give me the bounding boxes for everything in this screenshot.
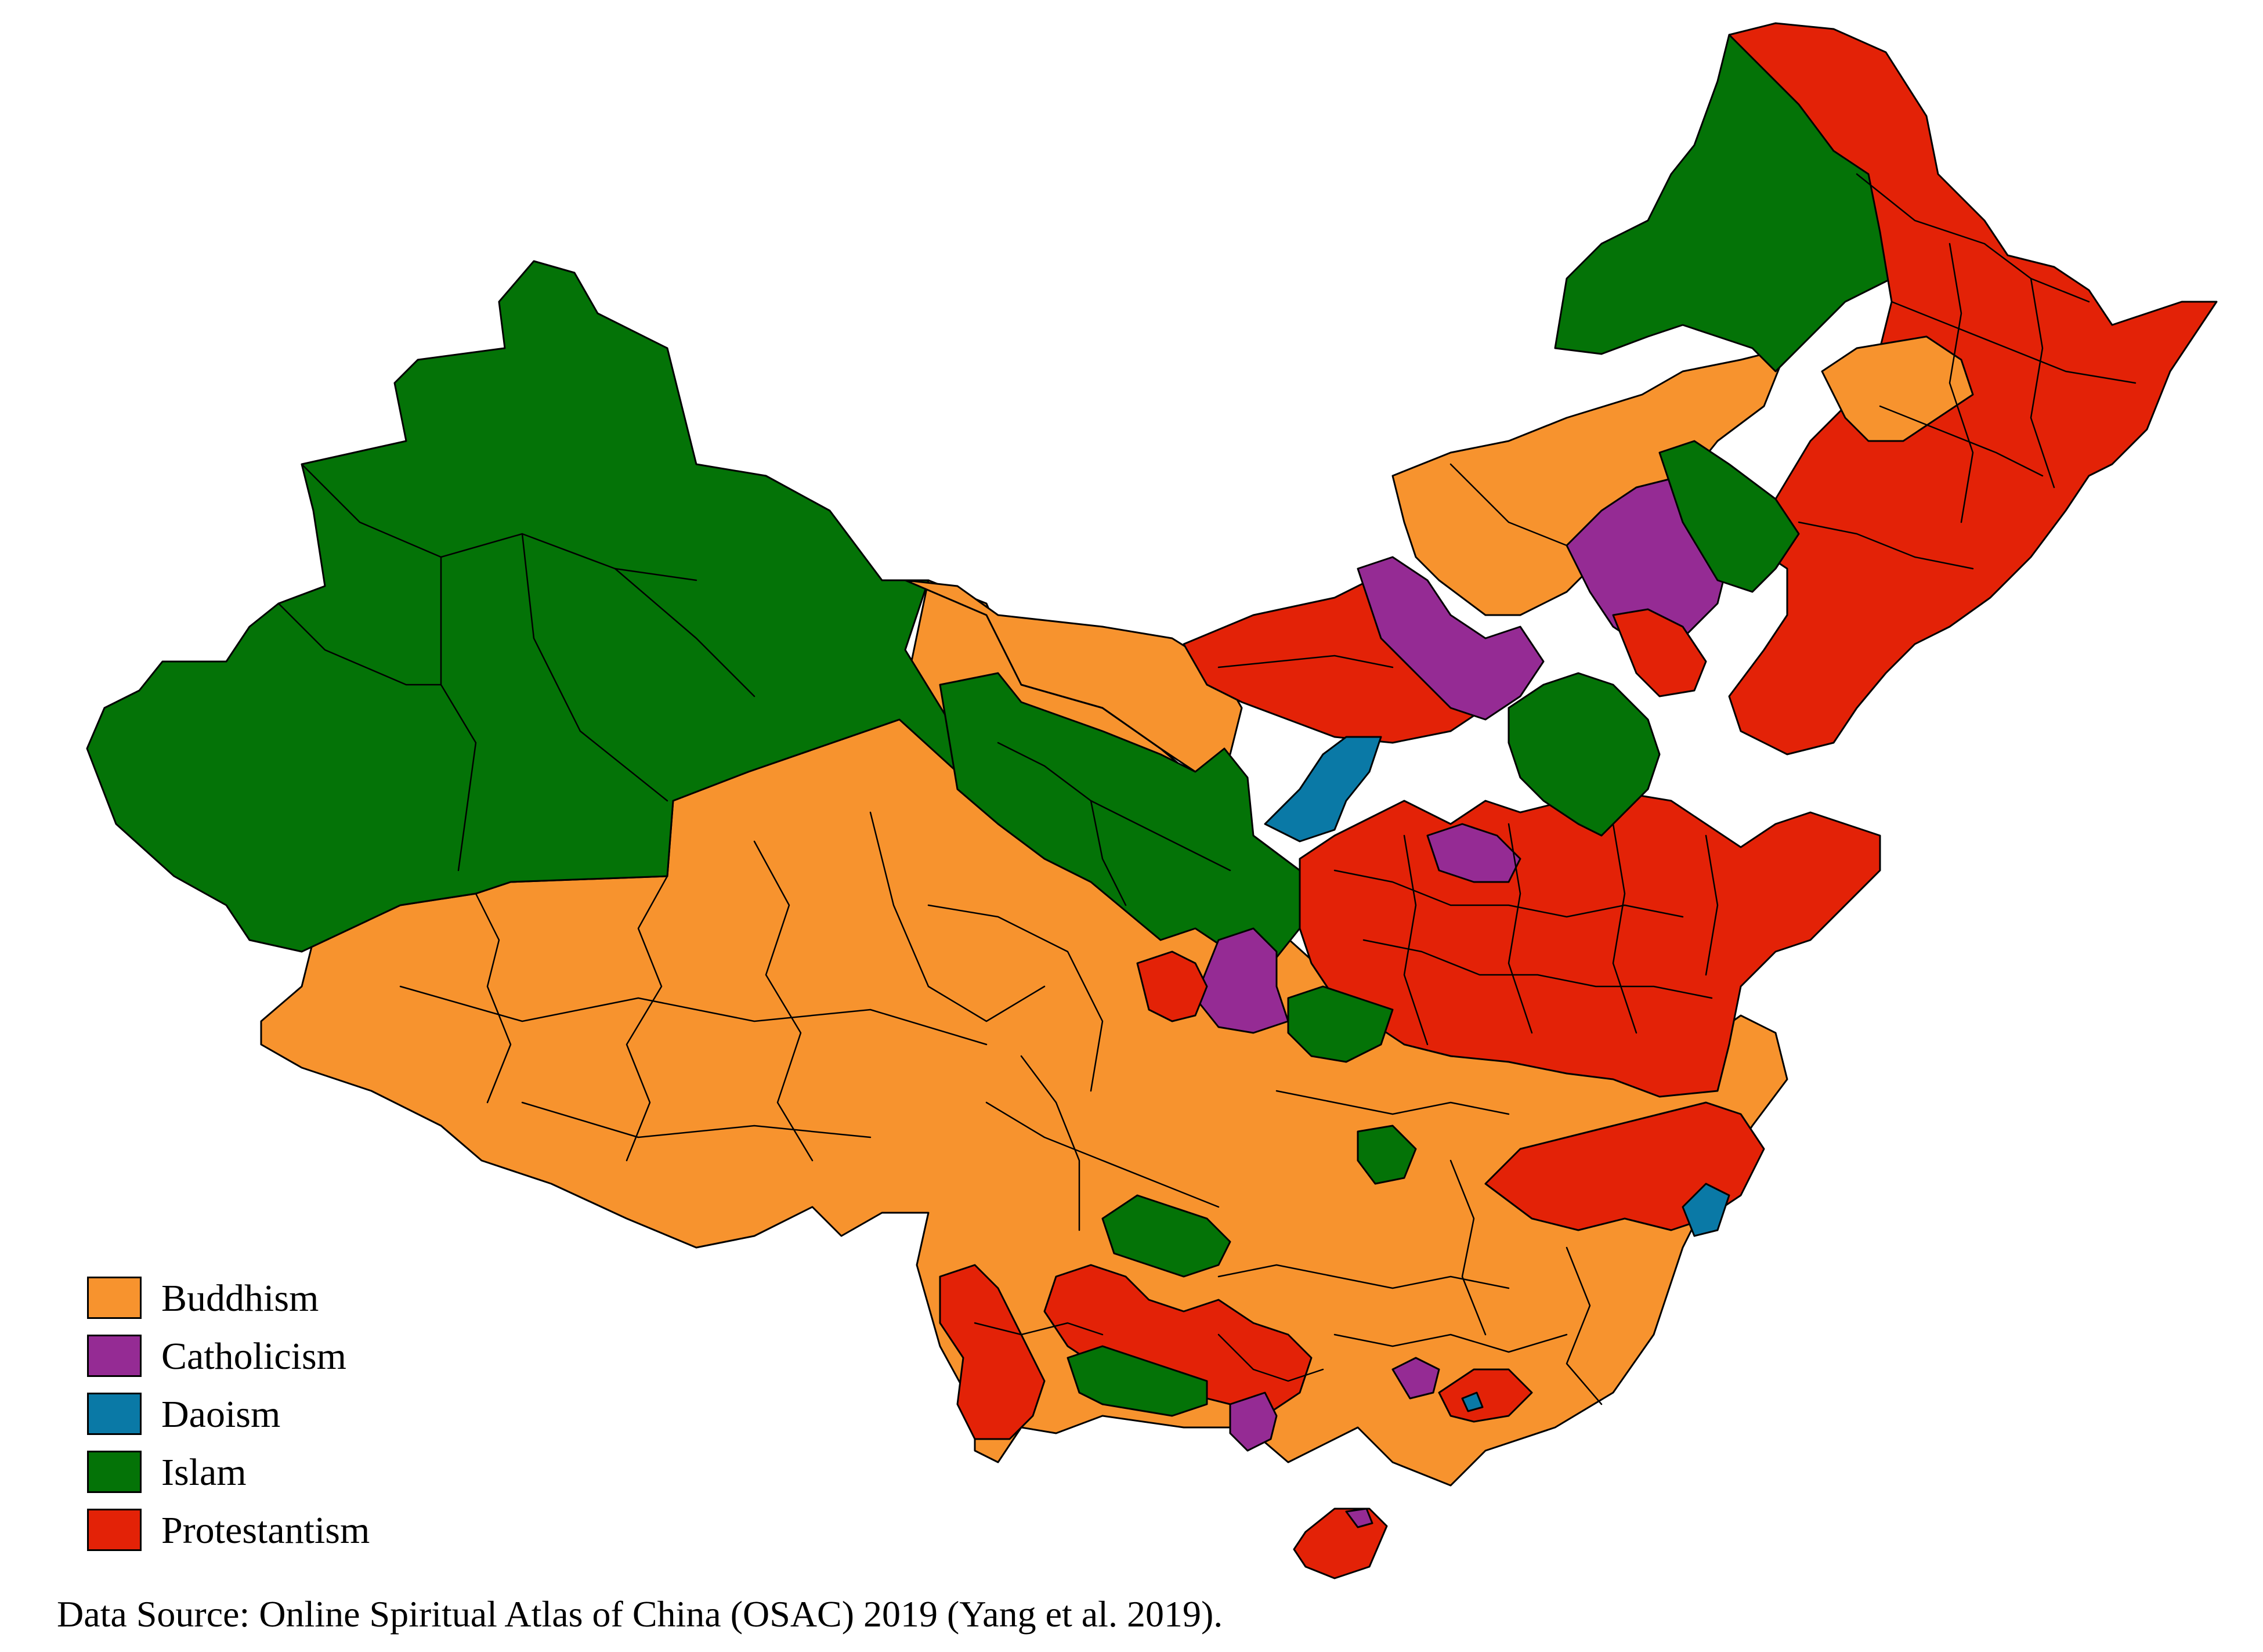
boundary-guangxi-1 <box>1217 1333 1324 1382</box>
legend-item-buddhism: Buddhism <box>87 1272 493 1330</box>
legend-swatch-protestantism <box>87 1509 142 1551</box>
legend-item-daoism: Daoism <box>87 1388 493 1446</box>
boundary-im-2 <box>1449 463 1568 547</box>
boundary-qinghai-1 <box>869 811 1046 1022</box>
boundary-sichuan-1 <box>985 1101 1220 1208</box>
legend-label-daoism: Daoism <box>161 1393 281 1436</box>
region-islam-guizhou <box>1101 1194 1231 1278</box>
region-daoism-zhejiang <box>1682 1183 1730 1237</box>
legend-swatch-buddhism <box>87 1277 142 1319</box>
boundary-ne-1 <box>1856 173 2090 303</box>
boundary-north-2 <box>1362 939 1713 999</box>
region-catholicism-hainan <box>1345 1508 1373 1528</box>
legend-label-catholicism: Catholicism <box>161 1335 346 1378</box>
legend-item-catholicism: Catholicism <box>87 1330 493 1388</box>
legend-swatch-catholicism <box>87 1335 142 1377</box>
map-legend: Buddhism Catholicism Daoism Islam Protes… <box>87 1272 493 1562</box>
region-buddhism-gansu <box>904 579 1243 773</box>
region-catholicism-hebei <box>1426 823 1521 883</box>
region-protestantism-guangdong <box>1438 1368 1533 1423</box>
boundary-ne-3 <box>1879 405 2044 477</box>
boundary-gansu-1 <box>997 742 1231 872</box>
boundary-xinjiang-2 <box>440 556 477 872</box>
boundary-tibet-5 <box>521 1101 872 1138</box>
region-islam-hanzhong <box>1287 985 1394 1063</box>
boundary-ne-2 <box>1890 301 2137 384</box>
boundary-ne-5 <box>1949 243 1974 523</box>
boundary-ne-6 <box>2030 277 2055 489</box>
region-islam-xinjiang <box>86 260 964 953</box>
boundary-yunnan-1 <box>974 1322 1104 1336</box>
region-buddhism-jilin <box>1821 335 1974 442</box>
legend-item-islam: Islam <box>87 1446 493 1504</box>
boundary-north-5 <box>1612 823 1637 1034</box>
boundary-xinjiang-3 <box>521 533 668 802</box>
region-protestantism-xilingol <box>1612 608 1707 697</box>
boundary-tibet-2 <box>626 875 668 1162</box>
region-protestantism-yunnan <box>939 1264 1046 1440</box>
legend-swatch-islam <box>87 1451 142 1493</box>
boundary-jiangxi-1 <box>1449 1159 1487 1336</box>
boundary-guangdong-1 <box>1333 1333 1568 1353</box>
boundary-tibet-3 <box>753 840 814 1162</box>
boundary-xinjiang-1 <box>301 463 697 581</box>
boundary-tibet-4 <box>399 985 988 1046</box>
boundary-qinghai-2 <box>927 904 1104 1092</box>
legend-item-protestantism: Protestantism <box>87 1504 493 1562</box>
region-daoism-ordos <box>1264 736 1382 843</box>
region-protestantism-hainan <box>1293 1508 1388 1579</box>
boundary-fujian-1 <box>1566 1246 1603 1405</box>
legend-label-islam: Islam <box>161 1451 247 1494</box>
legend-swatch-daoism <box>87 1393 142 1435</box>
region-islam-tongliao <box>1658 440 1800 593</box>
region-islam-hunan <box>1357 1125 1417 1185</box>
boundary-sichuan-2 <box>1020 1055 1080 1231</box>
data-source-note: Data Source: Online Spiritual Atlas of C… <box>57 1593 1223 1635</box>
boundary-gansu-2 <box>1090 800 1127 906</box>
boundary-ne-4 <box>1798 521 1974 570</box>
region-protestantism-tianshui <box>1136 950 1208 1022</box>
boundary-hunan-1 <box>1217 1264 1510 1289</box>
region-islam-hebei <box>1508 672 1661 837</box>
boundary-xinjiang-5 <box>614 567 755 697</box>
boundary-im-1 <box>1217 655 1394 668</box>
boundary-north-1 <box>1333 869 1684 918</box>
boundary-north-4 <box>1508 823 1533 1034</box>
boundary-xinjiang-4 <box>277 602 442 686</box>
region-catholicism-guangxi <box>1229 1391 1278 1452</box>
boundary-tibet-1 <box>475 892 512 1104</box>
legend-label-buddhism: Buddhism <box>161 1277 319 1320</box>
boundary-north-6 <box>1705 834 1719 976</box>
county-boundaries <box>277 173 2137 1405</box>
region-islam-guangxi <box>1067 1345 1208 1417</box>
region-catholicism-guangdong <box>1391 1357 1440 1400</box>
region-daoism-guangdong <box>1461 1391 1484 1412</box>
boundary-north-3 <box>1403 834 1429 1046</box>
boundary-hubei-1 <box>1275 1090 1510 1115</box>
legend-label-protestantism: Protestantism <box>161 1509 370 1552</box>
region-catholicism-zhangjiakou <box>1357 556 1545 721</box>
